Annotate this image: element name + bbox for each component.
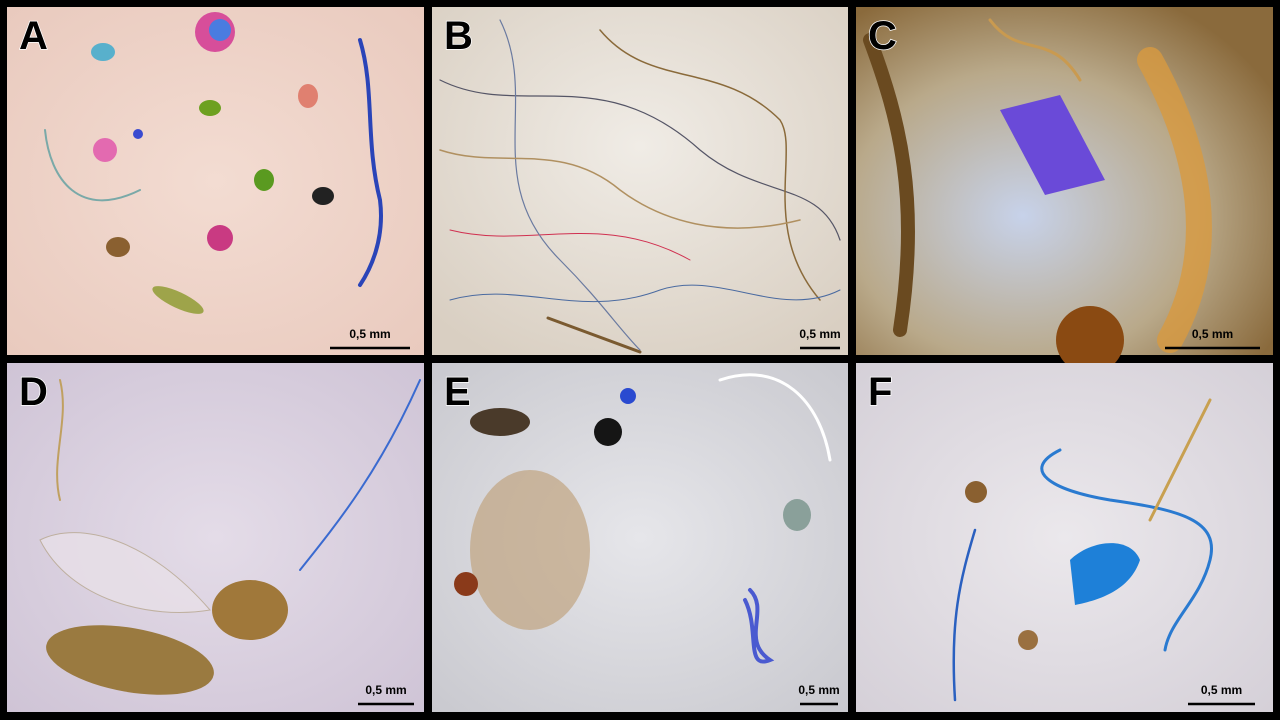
panel-d xyxy=(7,363,424,712)
scale-text: 0,5 mm xyxy=(365,683,406,697)
panel-e xyxy=(432,363,848,712)
panel-label: A xyxy=(19,14,48,58)
scale-text: 0,5 mm xyxy=(798,683,839,697)
panel-label: F xyxy=(868,370,892,414)
labels: A 0,5 mm B 0,5 mm C 0,5 mm D 0,5 mm E 0,5 mm F 0,5 … xyxy=(18,13,1260,706)
panel-label: C xyxy=(868,14,897,58)
panel-c xyxy=(856,7,1273,374)
scale-text: 0,5 mm xyxy=(799,327,840,341)
panel-label: E xyxy=(444,370,471,414)
panel-f xyxy=(856,363,1273,712)
scale-text: 0,5 mm xyxy=(349,327,390,341)
scale-text: 0,5 mm xyxy=(1192,327,1233,341)
panel-label: D xyxy=(19,370,48,414)
panel-label: B xyxy=(444,14,473,58)
scale-text: 0,5 mm xyxy=(1201,683,1242,697)
panel-b xyxy=(432,7,848,355)
panel-a xyxy=(7,7,424,355)
